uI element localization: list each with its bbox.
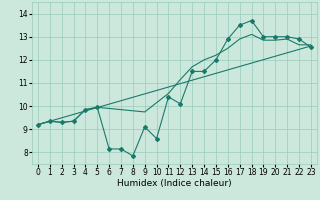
X-axis label: Humidex (Indice chaleur): Humidex (Indice chaleur) bbox=[117, 179, 232, 188]
